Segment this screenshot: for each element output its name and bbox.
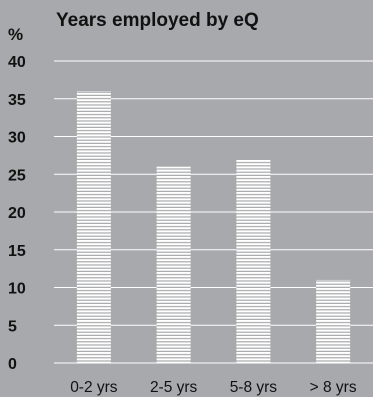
x-tick-label: > 8 yrs <box>310 379 357 396</box>
y-tick-label: 40 <box>8 54 26 71</box>
x-axis-ticks: 0-2 yrs 2-5 yrs 5-8 yrs > 8 yrs <box>70 379 357 396</box>
bar-3 <box>236 159 271 363</box>
x-tick-label: 0-2 yrs <box>70 379 118 396</box>
y-tick-label: 35 <box>8 92 26 109</box>
y-tick-label: 5 <box>8 318 17 335</box>
bar-2 <box>156 166 191 363</box>
y-axis-unit-label: % <box>8 25 23 44</box>
y-tick-label: 20 <box>8 205 26 222</box>
y-tick-label: 0 <box>8 356 17 373</box>
y-tick-label: 25 <box>8 167 26 184</box>
y-tick-label: 15 <box>8 243 26 260</box>
bars <box>76 91 351 363</box>
x-tick-label: 5-8 yrs <box>230 379 278 396</box>
bar-1 <box>76 91 111 363</box>
x-tick-label: 2-5 yrs <box>150 379 198 396</box>
y-tick-label: 30 <box>8 130 26 147</box>
y-tick-label: 10 <box>8 281 26 298</box>
chart-title: Years employed by eQ <box>56 10 259 31</box>
y-axis-ticks: 0 5 10 15 20 25 30 35 40 <box>8 54 26 373</box>
bar-4 <box>316 279 351 363</box>
